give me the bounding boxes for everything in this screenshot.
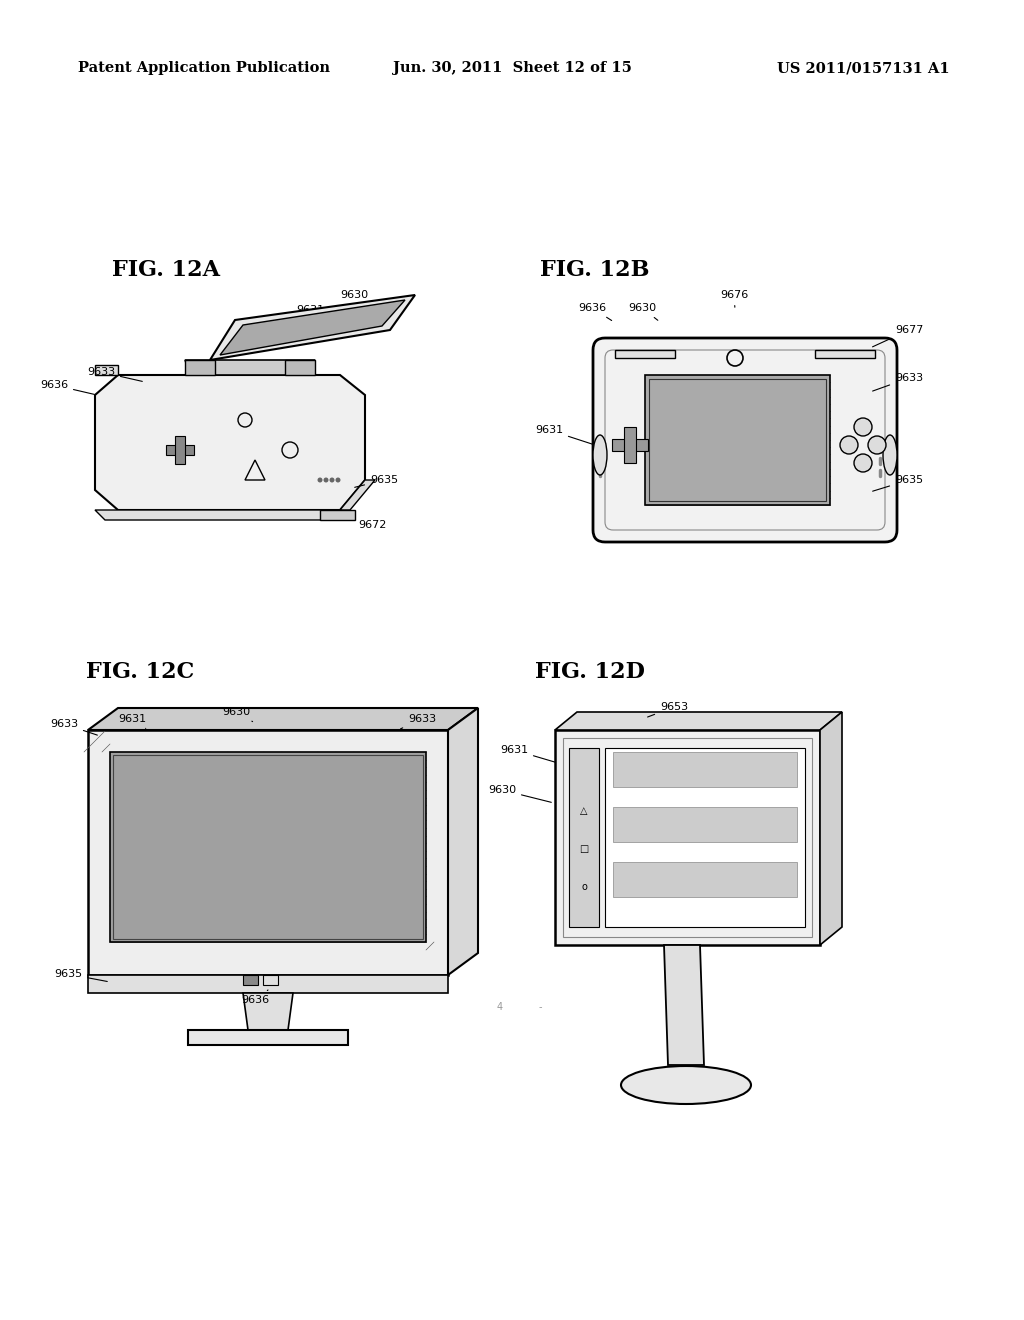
Text: 9633: 9633: [87, 367, 142, 381]
Circle shape: [868, 436, 886, 454]
Bar: [613, 862, 797, 898]
Text: 9635: 9635: [872, 475, 923, 491]
Polygon shape: [188, 1030, 348, 1045]
Text: FIG. 12A: FIG. 12A: [112, 259, 220, 281]
Polygon shape: [340, 480, 375, 510]
Text: Jun. 30, 2011  Sheet 12 of 15: Jun. 30, 2011 Sheet 12 of 15: [392, 61, 632, 75]
Ellipse shape: [593, 436, 607, 475]
Text: Patent Application Publication: Patent Application Publication: [78, 61, 330, 75]
Text: 9630: 9630: [487, 785, 551, 803]
Bar: [613, 752, 797, 787]
Circle shape: [317, 478, 323, 483]
Polygon shape: [624, 426, 636, 463]
Polygon shape: [612, 440, 648, 451]
Polygon shape: [210, 294, 415, 360]
Text: US 2011/0157131 A1: US 2011/0157131 A1: [777, 61, 950, 75]
Text: 9636: 9636: [40, 380, 94, 395]
Text: 9636: 9636: [241, 990, 269, 1005]
Bar: [263, 975, 278, 985]
Text: 9631: 9631: [296, 305, 357, 331]
Bar: [113, 755, 423, 939]
Text: 9630: 9630: [340, 290, 388, 317]
Text: 9636: 9636: [578, 304, 611, 321]
Polygon shape: [88, 975, 449, 993]
Text: FIG. 12D: FIG. 12D: [535, 661, 645, 682]
Polygon shape: [664, 945, 705, 1065]
Text: 9672: 9672: [341, 517, 386, 531]
Text: 9633: 9633: [872, 374, 923, 391]
Text: 9676: 9676: [720, 290, 749, 308]
Polygon shape: [175, 436, 185, 465]
Text: □: □: [580, 843, 589, 854]
Polygon shape: [319, 510, 355, 520]
Bar: [645, 375, 830, 506]
Bar: [110, 752, 426, 942]
Polygon shape: [166, 445, 194, 455]
Text: 4: 4: [497, 1002, 503, 1012]
Polygon shape: [555, 711, 842, 730]
Text: 9653: 9653: [647, 702, 688, 717]
Ellipse shape: [883, 436, 897, 475]
Text: 9635: 9635: [354, 475, 398, 487]
Circle shape: [336, 478, 341, 483]
Polygon shape: [243, 993, 293, 1030]
Bar: [243, 975, 258, 985]
Polygon shape: [95, 375, 365, 510]
Text: 9630: 9630: [222, 708, 253, 722]
Bar: [649, 379, 826, 502]
Bar: [563, 738, 812, 937]
Text: 9635: 9635: [54, 969, 108, 982]
Circle shape: [840, 436, 858, 454]
Circle shape: [854, 418, 872, 436]
Polygon shape: [615, 350, 675, 358]
Text: 9631: 9631: [500, 744, 555, 762]
Polygon shape: [820, 711, 842, 945]
Circle shape: [330, 478, 335, 483]
Text: 9633: 9633: [50, 719, 97, 735]
Polygon shape: [185, 360, 315, 375]
Polygon shape: [815, 350, 874, 358]
Text: -: -: [539, 1002, 542, 1012]
Polygon shape: [88, 708, 478, 730]
Text: 9631: 9631: [118, 714, 146, 729]
Text: FIG. 12B: FIG. 12B: [540, 259, 649, 281]
Bar: [613, 807, 797, 842]
Polygon shape: [449, 708, 478, 975]
Bar: [569, 748, 599, 927]
Ellipse shape: [621, 1067, 751, 1104]
Polygon shape: [285, 360, 315, 375]
Text: △: △: [581, 807, 588, 816]
Polygon shape: [555, 730, 820, 945]
Text: 9631: 9631: [535, 425, 592, 444]
Circle shape: [854, 454, 872, 473]
Text: FIG. 12C: FIG. 12C: [86, 661, 195, 682]
Polygon shape: [95, 510, 350, 520]
Text: o: o: [581, 882, 587, 892]
Polygon shape: [95, 366, 118, 375]
Text: 9633: 9633: [400, 714, 436, 729]
FancyBboxPatch shape: [593, 338, 897, 543]
Text: 9677: 9677: [872, 325, 924, 347]
Bar: [605, 748, 805, 927]
Circle shape: [324, 478, 329, 483]
Text: 9630: 9630: [628, 304, 657, 321]
Polygon shape: [88, 730, 449, 975]
Polygon shape: [185, 360, 215, 375]
Polygon shape: [220, 300, 406, 355]
